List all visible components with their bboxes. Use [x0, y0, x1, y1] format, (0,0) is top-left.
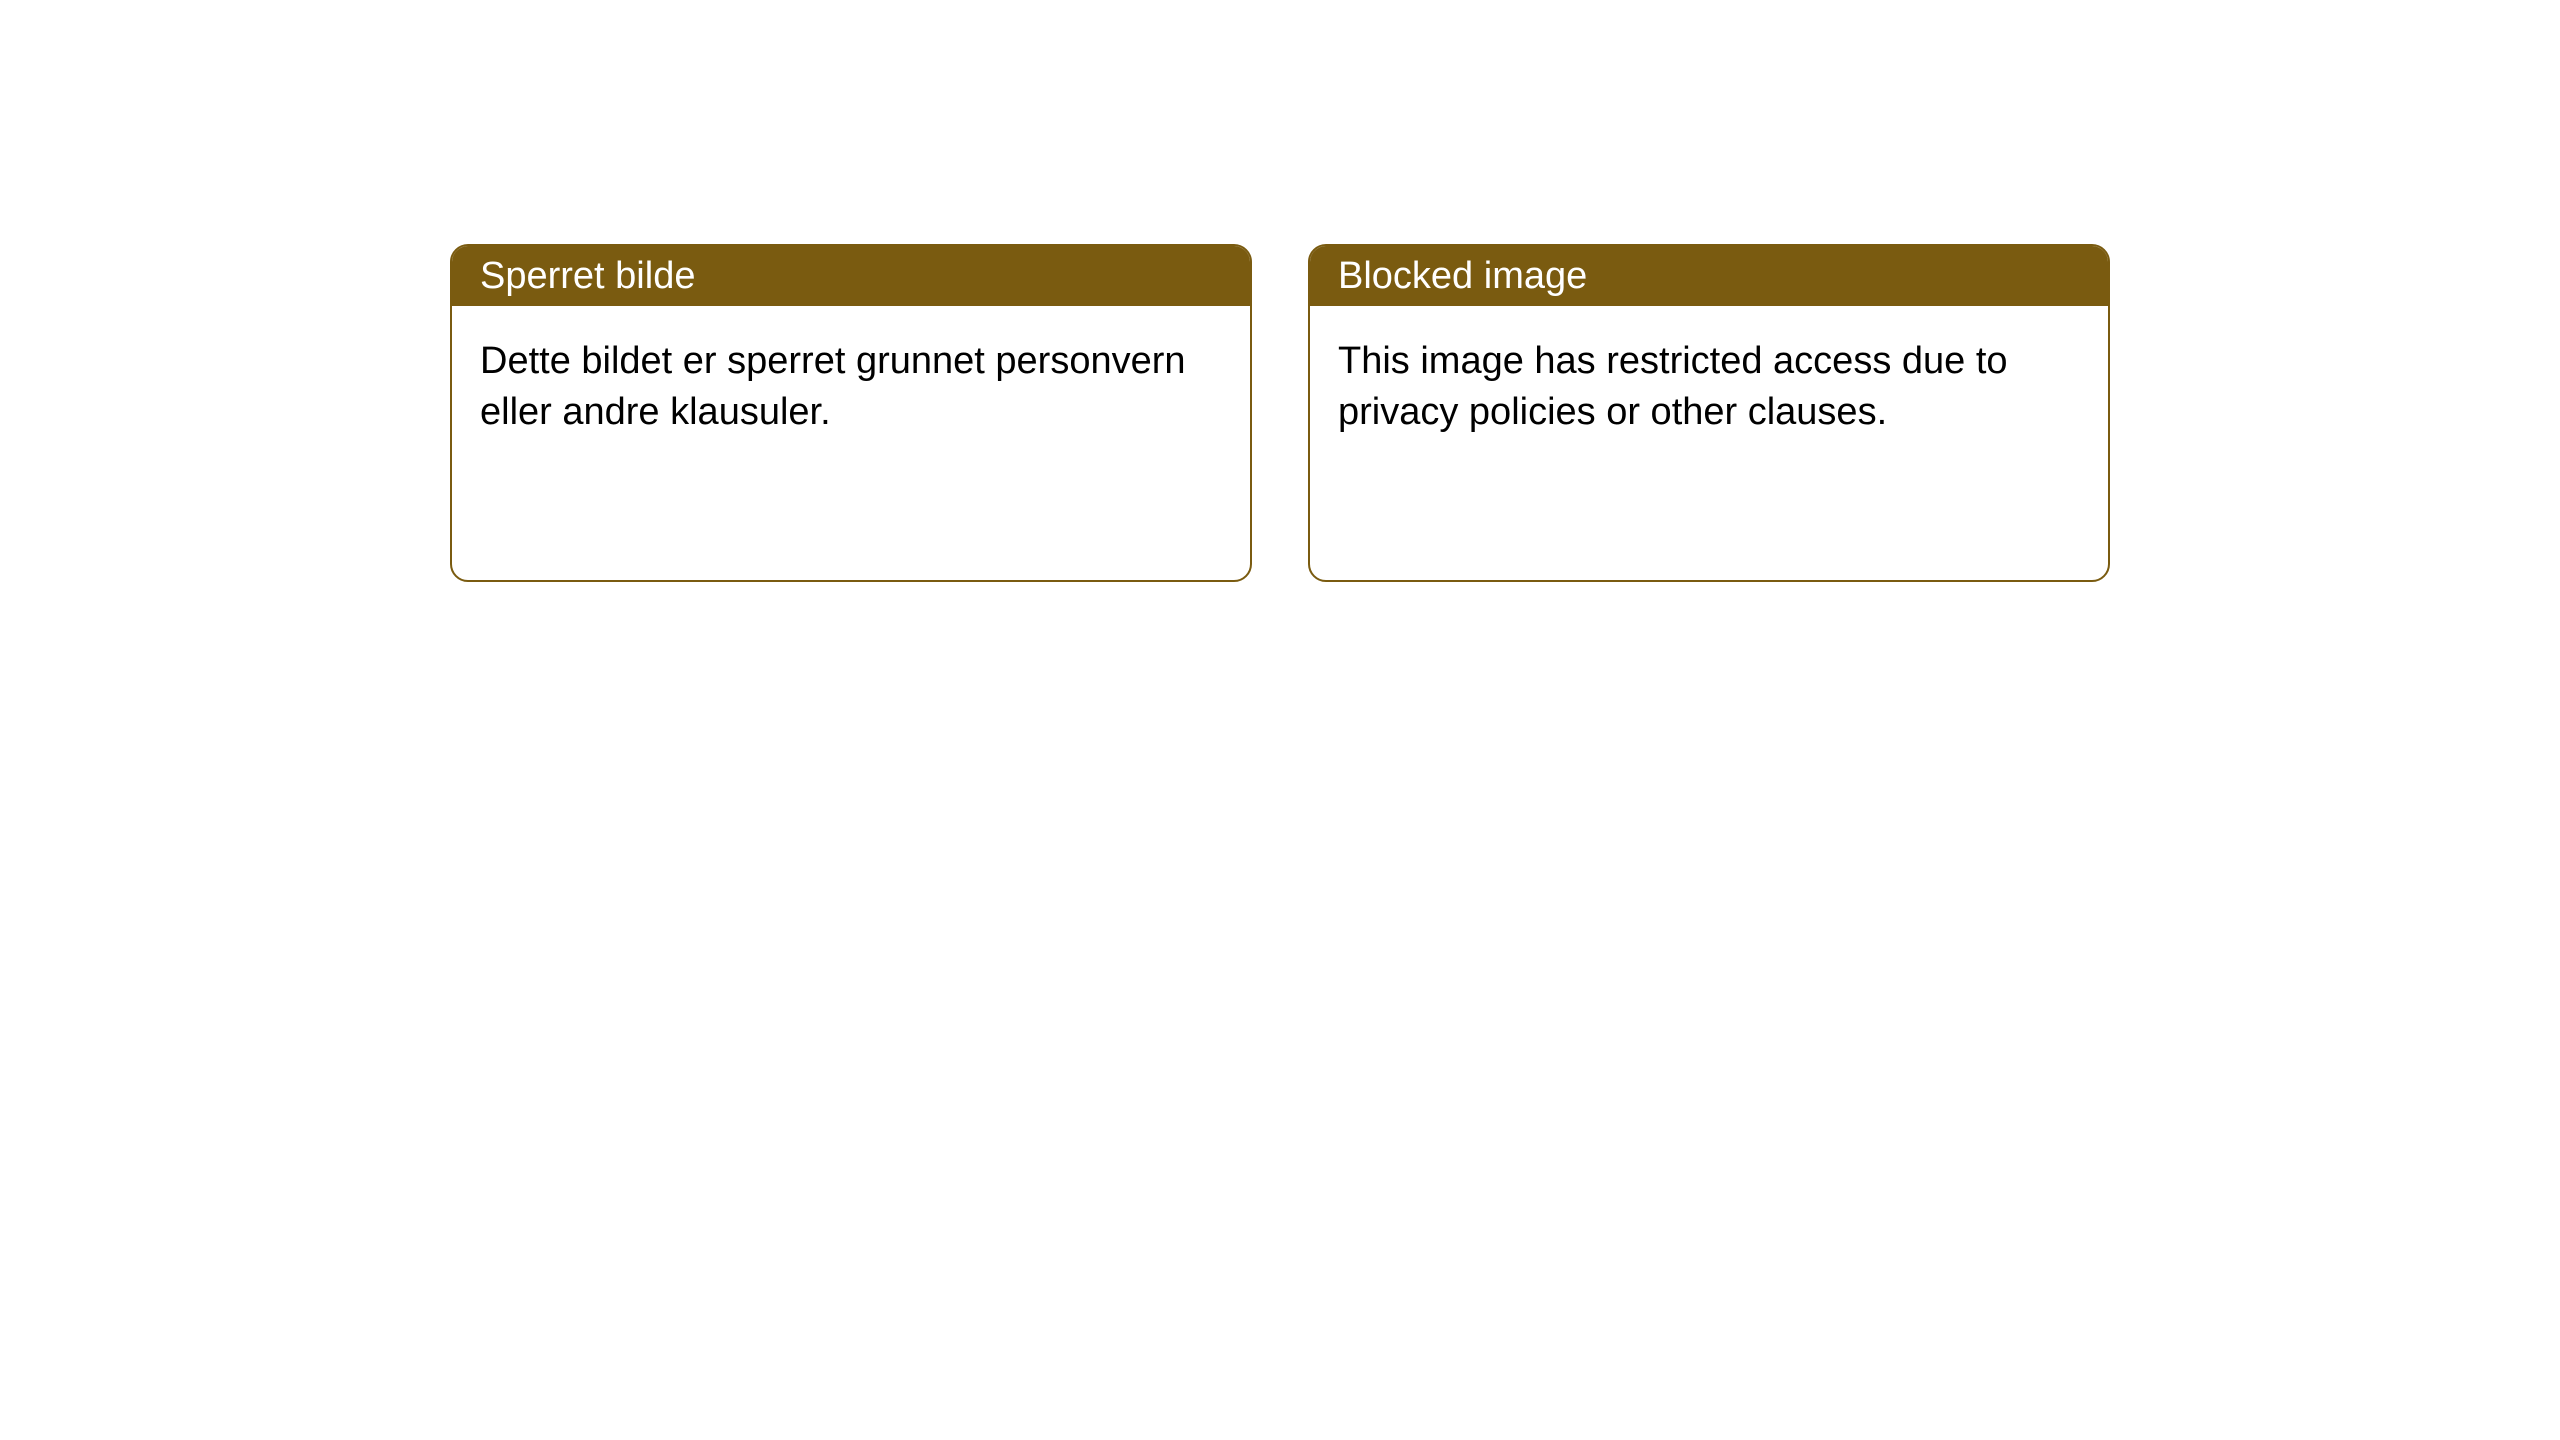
card-body-text: Dette bildet er sperret grunnet personve… [480, 340, 1186, 433]
card-header: Sperret bilde [452, 246, 1250, 306]
card-body: Dette bildet er sperret grunnet personve… [452, 306, 1250, 469]
card-body-text: This image has restricted access due to … [1338, 340, 2008, 433]
card-title: Sperret bilde [480, 255, 695, 298]
card-title: Blocked image [1338, 255, 1587, 298]
blocked-image-card-en: Blocked image This image has restricted … [1308, 244, 2110, 582]
blocked-image-card-no: Sperret bilde Dette bildet er sperret gr… [450, 244, 1252, 582]
card-header: Blocked image [1310, 246, 2108, 306]
cards-container: Sperret bilde Dette bildet er sperret gr… [0, 0, 2560, 582]
card-body: This image has restricted access due to … [1310, 306, 2108, 469]
